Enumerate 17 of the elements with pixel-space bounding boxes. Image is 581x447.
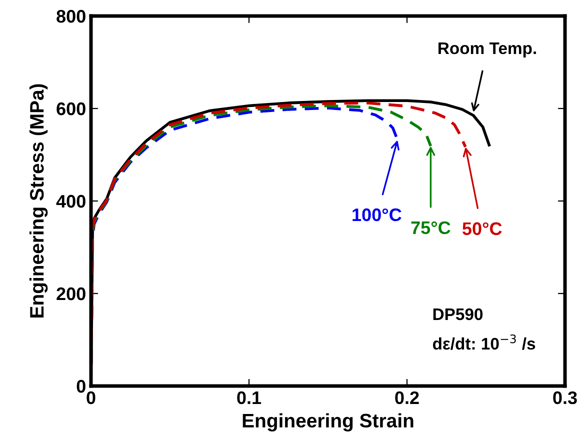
y-tick-label: 800 <box>56 10 86 23</box>
annotation: Room Temp. <box>438 42 536 58</box>
annotation: DP590 <box>433 308 483 320</box>
x-axis-title: Engineering Strain <box>242 413 414 432</box>
y-tick-label: 600 <box>56 102 86 116</box>
x-tick-label: 0.1 <box>237 391 262 404</box>
x-tick-label: 0.3 <box>553 391 577 404</box>
y-tick-label: 0 <box>76 380 86 393</box>
annotation: dε/dt: 10$^{−3}$ /s <box>432 334 536 350</box>
y-tick-label: 200 <box>56 287 86 300</box>
annotation: 75°C <box>411 221 450 234</box>
annotation: 50°C <box>462 222 502 236</box>
x-tick-label: 0.2 <box>395 391 419 404</box>
y-tick-label: 400 <box>56 194 86 208</box>
x-tick-label: 0 <box>86 391 96 404</box>
y-axis-title: Engineering Stress (MPa) <box>29 84 48 318</box>
annotation: 100°C <box>352 208 402 222</box>
